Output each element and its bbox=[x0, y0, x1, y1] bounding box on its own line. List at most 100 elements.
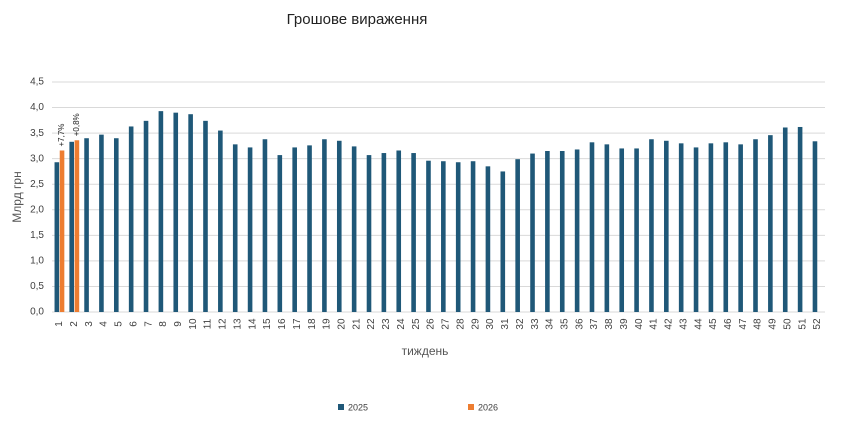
bar bbox=[708, 143, 714, 312]
x-tick-label: 33 bbox=[530, 318, 541, 330]
x-tick-label: 5 bbox=[114, 321, 125, 327]
x-tick-label: 32 bbox=[515, 318, 526, 330]
x-tick-label: 16 bbox=[277, 318, 288, 330]
y-tick-label: 1,0 bbox=[30, 256, 44, 267]
bar bbox=[768, 135, 773, 312]
x-tick-label: 38 bbox=[604, 318, 615, 330]
bar bbox=[292, 147, 297, 312]
bar bbox=[723, 142, 729, 312]
y-tick-label: 4,5 bbox=[30, 77, 44, 88]
x-tick-label: 24 bbox=[396, 318, 407, 330]
x-tick-label: 6 bbox=[128, 321, 139, 327]
x-tick-label: 50 bbox=[782, 318, 793, 330]
x-tick-label: 1 bbox=[54, 321, 65, 327]
bar bbox=[203, 120, 208, 312]
x-tick-label: 23 bbox=[381, 318, 392, 330]
x-tick-label: 4 bbox=[99, 321, 110, 327]
bar bbox=[396, 150, 402, 312]
bar bbox=[559, 151, 565, 312]
chart-title: Грошове вираження bbox=[287, 11, 428, 28]
y-tick-label: 2,0 bbox=[30, 204, 44, 215]
bar bbox=[530, 153, 535, 312]
y-tick-label: 4,0 bbox=[30, 102, 44, 113]
bar bbox=[247, 147, 253, 312]
bar bbox=[381, 153, 387, 312]
bar bbox=[574, 149, 580, 312]
legend-swatch bbox=[468, 404, 474, 410]
bar bbox=[277, 155, 283, 312]
bar bbox=[69, 141, 74, 312]
x-tick-label: 9 bbox=[173, 321, 184, 327]
legend-label: 2025 bbox=[348, 402, 368, 412]
bar bbox=[158, 111, 164, 312]
y-tick-label: 0,0 bbox=[30, 307, 44, 318]
x-tick-label: 7 bbox=[143, 321, 154, 327]
x-tick-label: 12 bbox=[218, 318, 229, 330]
bar bbox=[143, 120, 149, 312]
x-tick-label: 30 bbox=[485, 318, 496, 330]
x-tick-label: 11 bbox=[203, 318, 214, 329]
bar bbox=[797, 126, 803, 312]
bar bbox=[411, 153, 416, 312]
x-tick-label: 18 bbox=[307, 318, 318, 330]
x-tick-label: 45 bbox=[708, 318, 719, 330]
x-tick-label: 28 bbox=[455, 318, 466, 330]
x-tick-label: 15 bbox=[262, 318, 273, 330]
bar bbox=[515, 159, 520, 312]
bar bbox=[74, 140, 80, 312]
x-tick-label: 17 bbox=[292, 318, 303, 330]
bar bbox=[604, 144, 610, 312]
x-tick-label: 34 bbox=[545, 318, 556, 330]
bar bbox=[113, 138, 119, 312]
legend-label: 2026 bbox=[478, 402, 498, 412]
bar bbox=[470, 161, 476, 312]
x-tick-label: 14 bbox=[247, 318, 258, 330]
annotation: +7,7% bbox=[57, 124, 66, 147]
y-tick-label: 3,0 bbox=[30, 153, 44, 164]
x-tick-label: 26 bbox=[426, 318, 437, 330]
y-axis-title: Млрд грн bbox=[10, 171, 24, 222]
bar bbox=[678, 143, 684, 312]
bar bbox=[782, 127, 788, 312]
x-tick-label: 48 bbox=[753, 318, 764, 330]
x-axis-title: тиждень bbox=[402, 344, 449, 358]
x-tick-label: 20 bbox=[337, 318, 348, 330]
x-tick-label: 43 bbox=[678, 318, 689, 330]
bar bbox=[812, 141, 818, 312]
bar bbox=[218, 130, 223, 312]
bar bbox=[589, 142, 595, 312]
x-tick-label: 22 bbox=[366, 318, 377, 330]
bar bbox=[753, 139, 758, 312]
x-tick-label: 10 bbox=[188, 318, 199, 330]
bar bbox=[545, 151, 550, 312]
x-tick-label: 29 bbox=[470, 318, 481, 330]
bar bbox=[738, 144, 743, 312]
y-tick-label: 2,5 bbox=[30, 179, 44, 190]
bar bbox=[84, 138, 89, 312]
x-tick-label: 25 bbox=[411, 318, 422, 330]
x-tick-label: 44 bbox=[693, 318, 704, 330]
x-tick-label: 3 bbox=[84, 321, 95, 327]
legend-swatch bbox=[338, 404, 344, 410]
x-tick-label: 8 bbox=[158, 321, 169, 327]
bar bbox=[500, 171, 506, 312]
bar bbox=[188, 114, 193, 312]
y-tick-label: 0,5 bbox=[30, 281, 44, 292]
x-tick-label: 47 bbox=[738, 318, 749, 330]
bar bbox=[336, 140, 342, 312]
x-tick-label: 35 bbox=[559, 318, 570, 330]
bar bbox=[173, 112, 179, 313]
annotation: +0,8% bbox=[72, 113, 81, 136]
x-tick-label: 27 bbox=[441, 318, 452, 330]
bar bbox=[426, 160, 431, 312]
x-tick-label: 13 bbox=[232, 318, 243, 330]
bar bbox=[664, 140, 669, 312]
x-tick-label: 21 bbox=[351, 318, 362, 330]
bar bbox=[322, 139, 327, 312]
x-tick-label: 46 bbox=[723, 318, 734, 330]
bar bbox=[634, 148, 639, 312]
bar bbox=[54, 162, 60, 312]
y-tick-label: 1,5 bbox=[30, 230, 44, 241]
bar bbox=[441, 161, 446, 312]
x-tick-label: 49 bbox=[768, 318, 779, 330]
